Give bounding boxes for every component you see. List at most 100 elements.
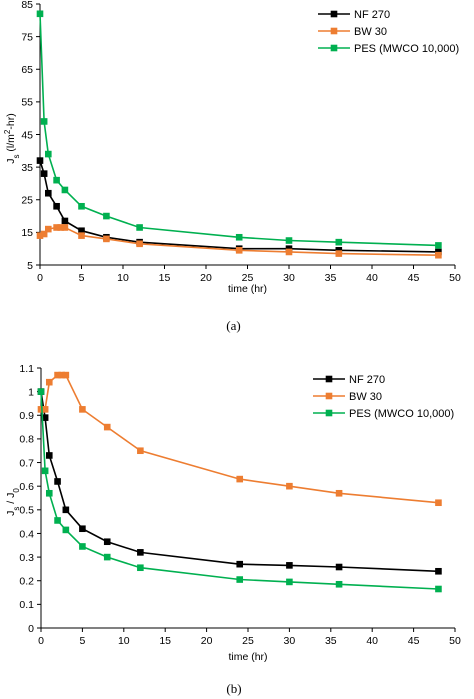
series-point bbox=[137, 549, 144, 556]
series-point bbox=[61, 186, 69, 194]
series-point bbox=[54, 478, 61, 485]
y-tick-label: 0.1 bbox=[19, 599, 34, 611]
legend-marker bbox=[325, 392, 333, 400]
y-tick-label: 85 bbox=[21, 0, 33, 11]
y-axis-label-superscript: 2 bbox=[3, 129, 12, 134]
x-tick-label: 10 bbox=[117, 272, 129, 284]
series-point bbox=[78, 232, 85, 239]
x-tick-label: 45 bbox=[408, 272, 420, 284]
series-line bbox=[39, 13, 439, 247]
y-tick-label: 0.9 bbox=[19, 410, 34, 422]
y-tick-label: 0.6 bbox=[19, 481, 34, 493]
x-tick-label: 40 bbox=[366, 272, 378, 284]
x-tick-label: 5 bbox=[79, 635, 85, 647]
legend-label: PES (MWCO 10,000) bbox=[349, 408, 454, 420]
series-point bbox=[40, 230, 48, 238]
y-tick-label: 1.1 bbox=[19, 363, 34, 375]
y-tick-label: 0.4 bbox=[19, 528, 34, 540]
y-tick-label: 0.7 bbox=[19, 457, 34, 469]
series-point bbox=[61, 217, 69, 225]
series-point bbox=[40, 118, 48, 125]
x-axis-label: time (hr) bbox=[228, 651, 267, 663]
y-tick-label: 0.2 bbox=[19, 576, 34, 588]
series-point bbox=[285, 237, 293, 244]
series-point bbox=[136, 240, 143, 248]
y-tick-label: 1 bbox=[28, 386, 34, 398]
series-point bbox=[103, 212, 110, 220]
series-point bbox=[41, 467, 49, 475]
x-tick-label: 20 bbox=[201, 635, 213, 647]
series-point bbox=[61, 224, 69, 231]
x-axis-label: time (hr) bbox=[228, 283, 267, 295]
series-point bbox=[78, 202, 85, 210]
series-point bbox=[235, 247, 243, 254]
series-point bbox=[236, 475, 244, 483]
y-axis-label-part: -hr) bbox=[5, 113, 17, 129]
series-point bbox=[236, 560, 244, 568]
series-point bbox=[435, 499, 442, 507]
series-point bbox=[286, 578, 293, 586]
legend-marker bbox=[330, 10, 338, 18]
series-point bbox=[103, 423, 111, 431]
x-tick-label: 10 bbox=[118, 635, 130, 647]
series-point bbox=[435, 251, 442, 259]
legend-label: BW 30 bbox=[349, 391, 382, 403]
x-tick-label: 35 bbox=[325, 272, 337, 284]
y-tick-label: 25 bbox=[21, 195, 33, 207]
series-point bbox=[78, 227, 85, 235]
series-point bbox=[37, 388, 45, 395]
series-point bbox=[103, 553, 111, 561]
legend-label: PES (MWCO 10,000) bbox=[354, 43, 459, 55]
series-point bbox=[136, 224, 143, 231]
series-point bbox=[62, 506, 70, 514]
x-tick-label: 0 bbox=[38, 635, 44, 647]
legend-marker bbox=[330, 27, 338, 35]
series-point bbox=[103, 538, 111, 546]
series-point bbox=[62, 371, 70, 379]
series-point bbox=[137, 447, 144, 455]
series-point bbox=[54, 517, 61, 524]
series-point bbox=[53, 224, 60, 231]
series-point bbox=[235, 233, 243, 241]
x-tick-label: 40 bbox=[366, 635, 378, 647]
series-point bbox=[40, 170, 48, 177]
series-point bbox=[36, 10, 44, 18]
series-point bbox=[41, 414, 49, 421]
series-point bbox=[435, 567, 442, 575]
y-axis-label-subscript: s bbox=[12, 154, 21, 158]
x-tick-label: 30 bbox=[283, 272, 295, 284]
series-point bbox=[36, 157, 44, 164]
x-tick-label: 20 bbox=[200, 272, 212, 284]
y-axis-label-subscript: s bbox=[12, 507, 21, 511]
legend-label: BW 30 bbox=[354, 26, 387, 38]
series-point bbox=[79, 406, 86, 413]
series-point bbox=[57, 224, 65, 231]
series-point bbox=[45, 378, 53, 386]
series-point bbox=[41, 406, 49, 413]
series-point bbox=[286, 482, 293, 490]
series-point bbox=[62, 526, 70, 534]
series-point bbox=[36, 232, 44, 239]
y-tick-label: 5 bbox=[27, 260, 33, 272]
series-point bbox=[285, 248, 293, 256]
y-tick-label: 35 bbox=[21, 162, 33, 174]
series-point bbox=[335, 250, 343, 257]
series-point bbox=[435, 585, 442, 593]
figure-caption: (a) bbox=[226, 318, 240, 333]
y-axis-label-part: J bbox=[5, 511, 17, 516]
y-tick-label: 0 bbox=[28, 623, 34, 635]
series-point bbox=[286, 562, 293, 569]
series-point bbox=[53, 202, 60, 210]
series-point bbox=[45, 150, 52, 158]
series-point bbox=[58, 371, 65, 379]
y-tick-label: 75 bbox=[21, 31, 33, 43]
y-axis-label-part: (l/m bbox=[5, 134, 17, 155]
chart-panel-b: 0 0.1 0.2 0.3 0.4 0.5 0.6 0.7 0.8 0.9 1 1.1 0 5 10 15 20… bbox=[5, 363, 461, 696]
x-tick-label: 25 bbox=[242, 272, 254, 284]
series-point bbox=[45, 452, 53, 459]
legend-label: NF 270 bbox=[354, 9, 390, 21]
x-tick-label: 0 bbox=[37, 272, 43, 284]
series-point bbox=[45, 189, 52, 197]
